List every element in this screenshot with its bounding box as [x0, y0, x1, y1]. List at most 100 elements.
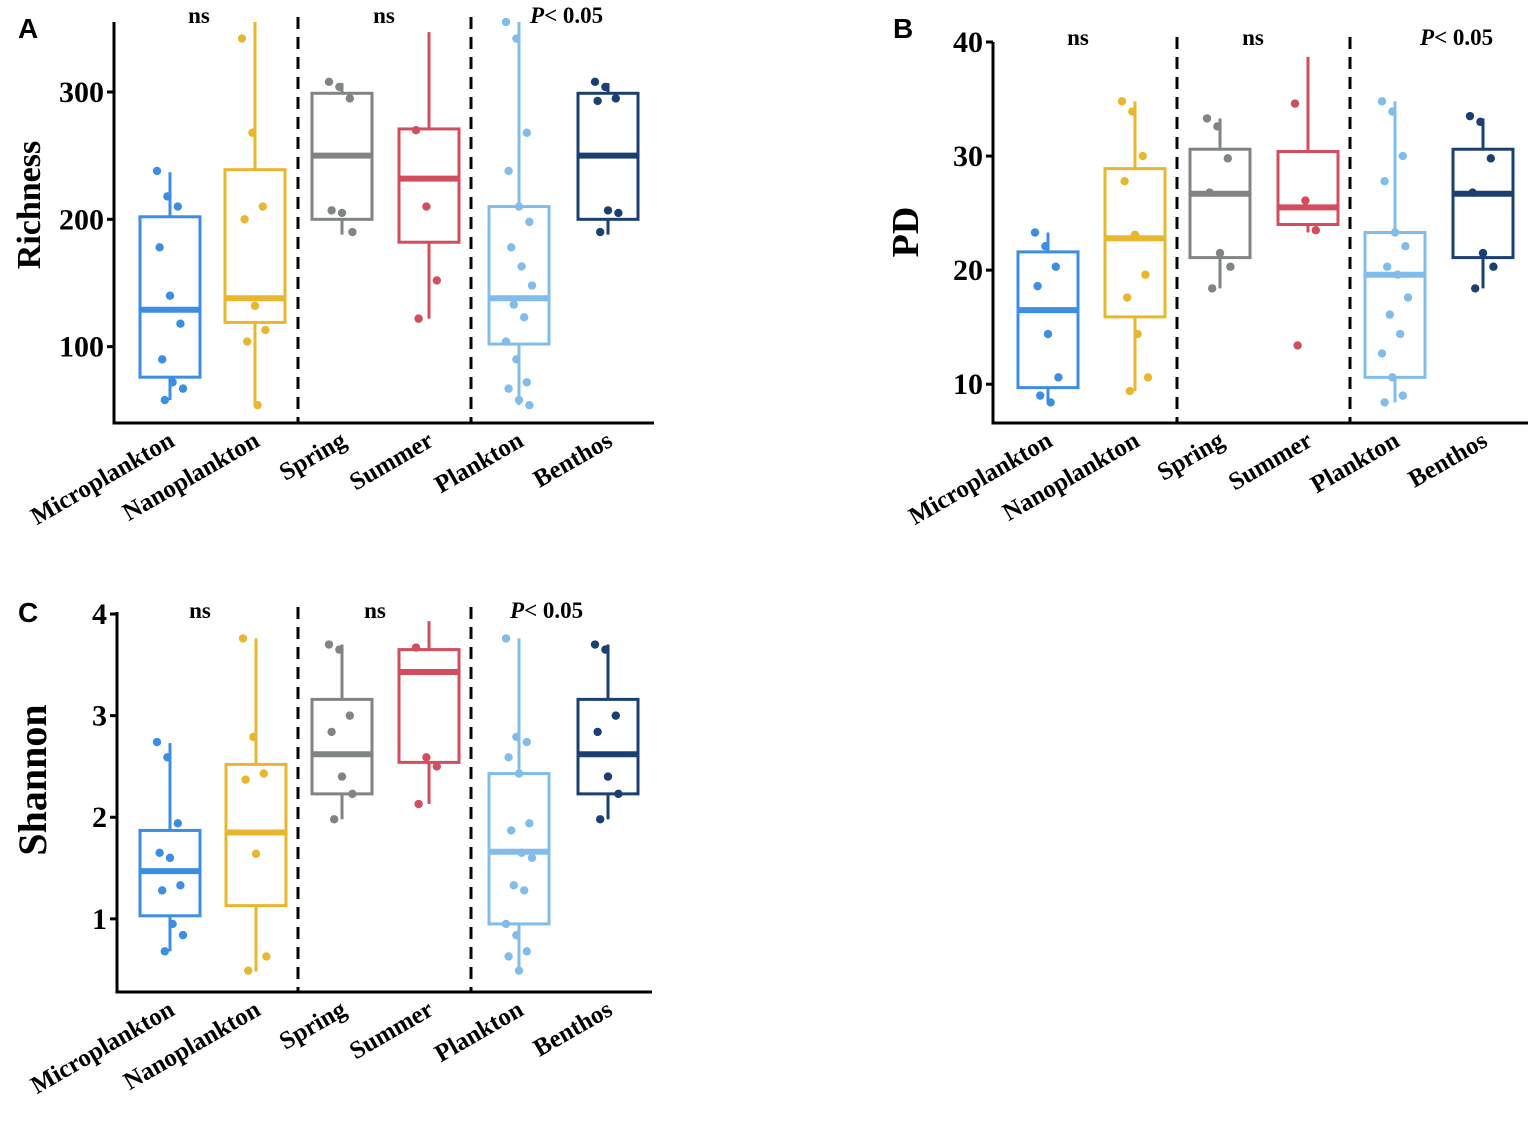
- data-point: [165, 853, 175, 863]
- data-point: [155, 848, 164, 858]
- p-value: < 0.05: [544, 3, 603, 28]
- data-point: [165, 291, 175, 300]
- data-point: [240, 215, 249, 224]
- data-point: [327, 206, 336, 215]
- data-point: [596, 815, 605, 824]
- data-point: [345, 711, 354, 720]
- iqr-box: [397, 648, 461, 764]
- iqr-box: [1188, 147, 1252, 260]
- box-nanoplankton: [1103, 97, 1167, 396]
- box-benthos: [576, 77, 640, 237]
- p-value: < 0.05: [1434, 25, 1493, 50]
- significance-label: ns: [189, 598, 211, 623]
- data-point: [251, 849, 261, 859]
- data-point: [1120, 176, 1129, 186]
- data-point: [414, 799, 423, 809]
- data-point: [1043, 329, 1053, 339]
- box-plankton: [1363, 97, 1427, 407]
- box-microplankton: [138, 737, 202, 956]
- x-tick-label: Benthos: [529, 996, 617, 1063]
- data-point: [1208, 284, 1217, 293]
- data-point: [176, 881, 185, 890]
- data-point: [514, 769, 524, 778]
- data-point: [1478, 248, 1488, 258]
- p-symbol: P: [529, 3, 545, 28]
- box-nanoplankton: [223, 22, 287, 410]
- data-point: [414, 314, 423, 323]
- data-point: [522, 947, 531, 956]
- iqr-box: [138, 215, 202, 379]
- data-point: [517, 262, 526, 271]
- data-point: [1223, 154, 1233, 163]
- data-point: [1476, 117, 1485, 127]
- data-point: [614, 208, 623, 218]
- y-tick-label: 30: [953, 140, 983, 173]
- data-point: [1393, 270, 1402, 279]
- data-point: [253, 400, 262, 410]
- data-point: [509, 881, 518, 890]
- data-point: [614, 789, 623, 799]
- data-point: [509, 300, 518, 309]
- data-point: [345, 94, 354, 103]
- iqr-box: [310, 697, 374, 796]
- data-point: [514, 966, 524, 975]
- data-point: [1138, 151, 1148, 161]
- box-summer: [397, 32, 461, 323]
- data-point: [525, 819, 534, 828]
- x-tick-label: Summer: [345, 427, 438, 496]
- y-tick-label: 4: [92, 598, 107, 631]
- box-spring: [310, 640, 374, 824]
- x-tick-label: Microplankton: [904, 427, 1057, 531]
- data-point: [244, 966, 253, 975]
- data-point: [152, 737, 162, 747]
- data-point: [262, 952, 271, 961]
- data-point: [512, 930, 521, 940]
- data-point: [261, 325, 270, 335]
- data-point: [611, 711, 620, 720]
- data-point: [1141, 270, 1150, 279]
- data-point: [1385, 310, 1395, 319]
- data-point: [601, 82, 610, 92]
- significance-label: ns: [1242, 25, 1264, 50]
- data-point: [527, 853, 537, 863]
- x-tick-label: Summer: [1224, 427, 1317, 496]
- panel-letter: B: [893, 13, 913, 44]
- data-point: [152, 166, 162, 176]
- data-point: [1390, 228, 1400, 237]
- data-point: [1383, 262, 1392, 271]
- y-axis-label: Shannon: [10, 704, 55, 855]
- x-tick-label: Spring: [275, 996, 352, 1056]
- significance-label: P< 0.05: [529, 3, 603, 28]
- data-point: [1398, 391, 1408, 400]
- data-point: [1465, 111, 1475, 121]
- data-point: [163, 192, 172, 201]
- y-tick-label: 10: [953, 368, 983, 401]
- data-point: [250, 301, 260, 311]
- data-point: [173, 202, 182, 211]
- box-microplankton: [1016, 228, 1080, 407]
- data-point: [432, 762, 441, 771]
- data-point: [512, 732, 521, 742]
- data-point: [593, 96, 602, 106]
- significance-label: ns: [364, 598, 386, 623]
- iqr-box: [397, 127, 461, 244]
- significance-label: ns: [188, 3, 210, 28]
- data-point: [1380, 398, 1389, 407]
- data-point: [504, 952, 513, 961]
- data-point: [504, 753, 513, 762]
- data-point: [1030, 228, 1040, 237]
- data-point: [1054, 373, 1063, 382]
- data-point: [348, 227, 357, 237]
- x-tick-label: Spring: [275, 427, 352, 487]
- data-point: [501, 17, 511, 27]
- data-point: [1213, 122, 1222, 131]
- significance-label: P< 0.05: [509, 598, 583, 623]
- data-point: [1205, 188, 1214, 197]
- data-point: [348, 789, 357, 799]
- y-tick-label: 3: [92, 700, 107, 733]
- panel-letter: C: [18, 597, 38, 628]
- data-point: [1388, 107, 1397, 116]
- data-point: [501, 634, 511, 643]
- data-point: [603, 206, 613, 215]
